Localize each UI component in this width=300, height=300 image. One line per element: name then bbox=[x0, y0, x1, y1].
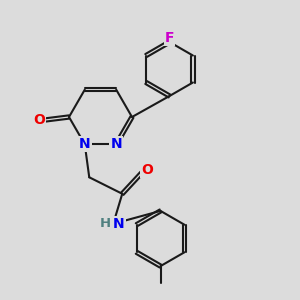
Text: H: H bbox=[99, 217, 110, 230]
Text: O: O bbox=[33, 113, 45, 127]
Text: N: N bbox=[110, 137, 122, 151]
Text: F: F bbox=[165, 31, 174, 44]
Text: N: N bbox=[79, 137, 91, 151]
Text: O: O bbox=[141, 163, 153, 177]
Text: N: N bbox=[113, 217, 124, 231]
